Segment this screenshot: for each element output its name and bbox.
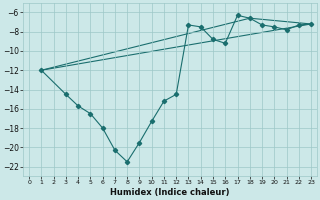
X-axis label: Humidex (Indice chaleur): Humidex (Indice chaleur) xyxy=(110,188,230,197)
